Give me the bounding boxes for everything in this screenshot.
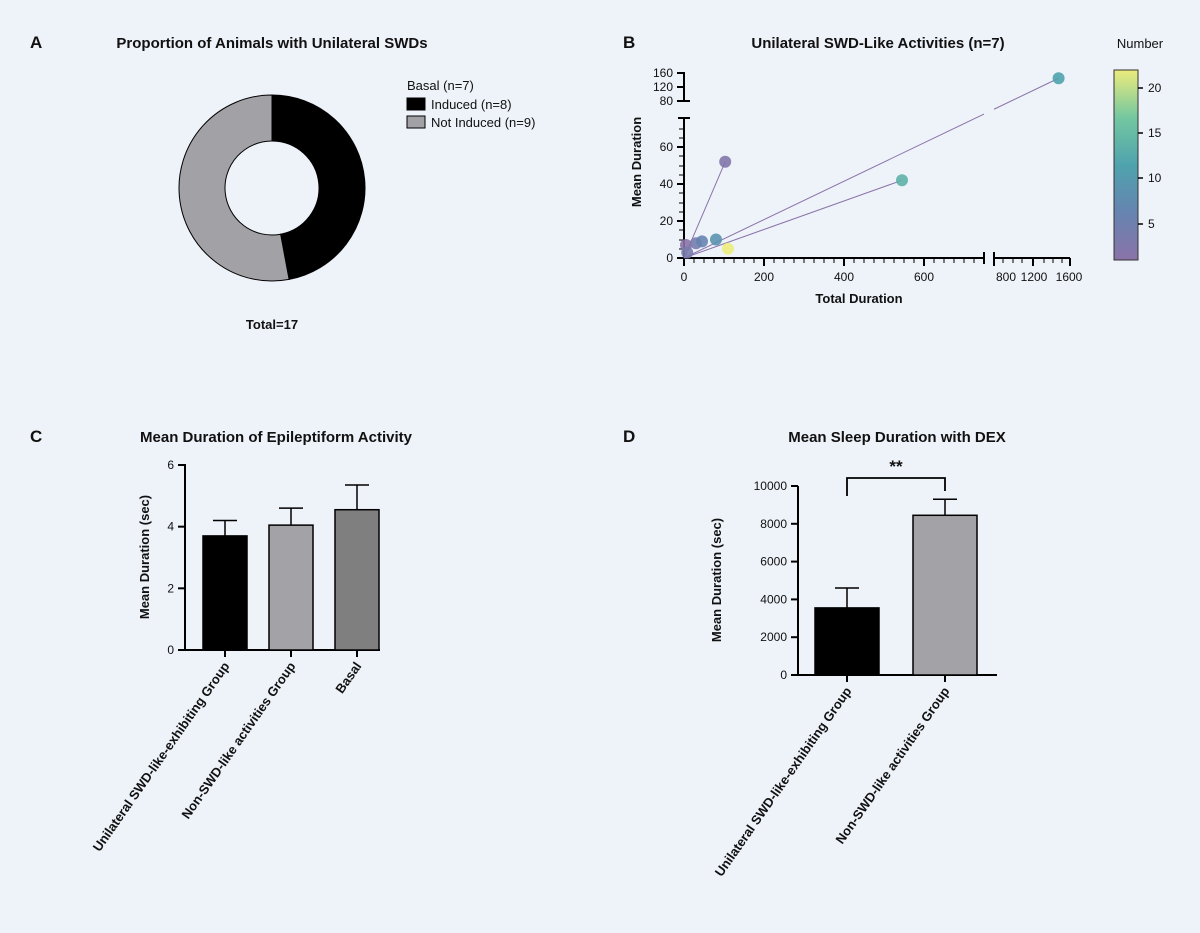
- y-tick-label: 6: [167, 458, 174, 472]
- colorbar-tick-20: 20: [1148, 81, 1162, 95]
- donut-slice-induced: [271, 94, 366, 281]
- panel-b-minor-ticks: [679, 128, 1063, 263]
- panel-c-bars: [202, 484, 380, 651]
- y-tick-label: 8000: [760, 517, 787, 531]
- scatter-trend-lines: [683, 77, 1059, 259]
- bar: [202, 535, 248, 651]
- panel-c-letter: C: [30, 427, 42, 446]
- panel-b-y-tick-40: 40: [660, 177, 674, 191]
- panel-b: B Unilateral SWD-Like Activities (n=7) M…: [623, 33, 1164, 306]
- panel-b-x-tick-0: 0: [681, 270, 688, 284]
- donut-chart: [178, 94, 366, 282]
- panel-d-x-labels: Unilateral SWD-like-exhibiting GroupNon-…: [712, 675, 952, 879]
- panel-d: D Mean Sleep Duration with DEX Mean Dura…: [623, 427, 1006, 879]
- panel-b-y-axis-title: Mean Duration: [629, 117, 644, 207]
- panel-d-y-axis-title: Mean Duration (sec): [709, 518, 724, 642]
- colorbar-title: Number: [1117, 36, 1164, 51]
- bar: [268, 524, 314, 651]
- trend-line-3-tail: [993, 77, 1059, 110]
- panel-b-y-tick-60: 60: [660, 140, 674, 154]
- scatter-point: [1052, 72, 1065, 85]
- panel-b-x-tick-200: 200: [754, 270, 774, 284]
- scatter-point: [722, 242, 734, 255]
- scatter-point: [896, 174, 908, 187]
- panel-b-colorbar: Number 20 15 10 5: [1113, 36, 1164, 261]
- scatter-point: [681, 246, 694, 259]
- scatter-point: [710, 233, 722, 246]
- panel-b-x-ticks-main: 0 200 400 600: [681, 258, 934, 284]
- panel-d-y-ticks: 0 2000 4000 6000 8000 10000: [754, 479, 798, 682]
- significance-label: **: [889, 457, 903, 476]
- colorbar-tick-5: 5: [1148, 217, 1155, 231]
- panel-c-x-labels: Unilateral SWD-like-exhibiting GroupNon-…: [90, 650, 364, 854]
- legend-swatch-induced: [406, 97, 426, 111]
- trend-line-3: [683, 113, 985, 259]
- panel-b-y-ticks-upper: 80 120 160: [653, 66, 684, 108]
- y-tick-label: 2000: [760, 630, 787, 644]
- panel-a: A Proportion of Animals with Unilateral …: [30, 33, 535, 332]
- panel-b-y-tick-80: 80: [660, 94, 674, 108]
- y-tick-label: 2: [167, 581, 174, 595]
- panel-b-x-tick-1600: 1600: [1056, 270, 1083, 284]
- donut-total-label: Total=17: [246, 317, 298, 332]
- panel-b-x-ticks-broken: 800 1200 1600: [993, 258, 1083, 284]
- legend-label-basal: Basal (n=7): [407, 78, 474, 93]
- panel-b-x-tick-800: 800: [996, 270, 1016, 284]
- donut-legend: Basal (n=7) Induced (n=8) Not Induced (n…: [406, 78, 535, 130]
- panel-c-title: Mean Duration of Epileptiform Activity: [140, 429, 413, 446]
- panel-b-y-tick-160: 160: [653, 66, 673, 80]
- panel-b-y-tick-0: 0: [666, 251, 673, 265]
- panel-b-title: Unilateral SWD-Like Activities (n=7): [751, 35, 1004, 52]
- panel-c: C Mean Duration of Epileptiform Activity…: [30, 427, 413, 854]
- panel-d-letter: D: [623, 427, 635, 446]
- y-tick-label: 0: [780, 668, 787, 682]
- bar: [334, 508, 380, 651]
- donut-slice-not-induced: [178, 94, 290, 282]
- panel-b-y-tick-120: 120: [653, 80, 673, 94]
- panel-d-title: Mean Sleep Duration with DEX: [788, 429, 1006, 446]
- legend-swatch-not-induced: [406, 115, 426, 129]
- scatter-point: [719, 155, 732, 168]
- y-tick-label: 6000: [760, 555, 787, 569]
- panel-c-y-axis-title: Mean Duration (sec): [137, 495, 152, 619]
- panel-a-title: Proportion of Animals with Unilateral SW…: [116, 35, 427, 52]
- trend-line-2: [683, 179, 903, 259]
- legend-label-not-induced: Not Induced (n=9): [431, 115, 535, 130]
- y-tick-label: 4000: [760, 592, 787, 606]
- colorbar-gradient: [1113, 69, 1139, 261]
- legend-label-induced: Induced (n=8): [431, 97, 512, 112]
- panel-b-x-axis-title: Total Duration: [815, 291, 902, 306]
- panel-d-bars: [814, 498, 978, 676]
- x-category-label: Non-SWD-like activities Group: [178, 659, 298, 821]
- colorbar-tick-15: 15: [1148, 126, 1162, 140]
- panel-b-x-tick-400: 400: [834, 270, 854, 284]
- bar: [912, 514, 978, 676]
- x-category-label: Basal: [332, 659, 364, 696]
- y-tick-label: 0: [167, 643, 174, 657]
- panel-b-x-tick-1200: 1200: [1021, 270, 1048, 284]
- bar: [814, 607, 880, 676]
- panel-a-letter: A: [30, 33, 42, 52]
- panel-b-y-tick-20: 20: [660, 214, 674, 228]
- panel-c-y-ticks: 0 2 4 6: [167, 458, 185, 657]
- panel-b-y-ticks-lower: 0 20 40 60: [660, 140, 684, 265]
- y-tick-label: 10000: [754, 479, 788, 493]
- y-tick-label: 4: [167, 520, 174, 534]
- significance-bracket: **: [846, 457, 946, 496]
- scatter-points: [680, 72, 1065, 259]
- x-category-label: Unilateral SWD-like-exhibiting Group: [90, 659, 233, 854]
- scatter-point: [696, 235, 708, 248]
- panel-b-x-tick-600: 600: [914, 270, 934, 284]
- panel-b-letter: B: [623, 33, 635, 52]
- colorbar-tick-10: 10: [1148, 171, 1162, 185]
- x-category-label: Unilateral SWD-like-exhibiting Group: [712, 684, 855, 879]
- x-category-label: Non-SWD-like activities Group: [832, 684, 952, 846]
